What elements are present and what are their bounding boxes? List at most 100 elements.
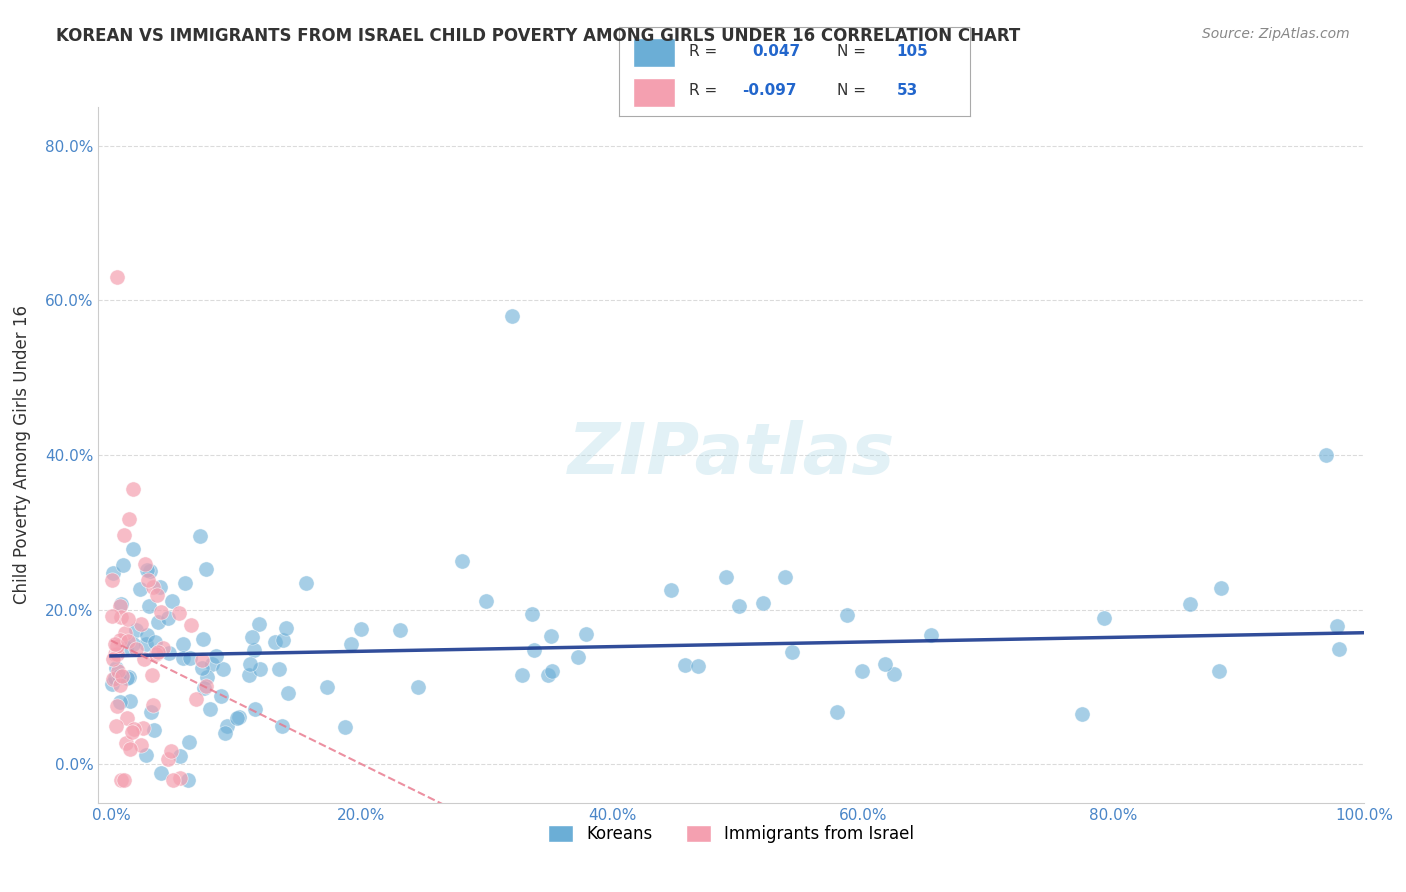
Point bbox=[567, 650, 589, 665]
Point bbox=[773, 570, 796, 584]
Point bbox=[104, 637, 127, 651]
Point bbox=[728, 599, 751, 614]
Point bbox=[179, 734, 201, 748]
Point bbox=[450, 554, 472, 568]
Point bbox=[264, 634, 287, 648]
Point bbox=[1209, 582, 1232, 596]
Point bbox=[142, 580, 165, 594]
Point bbox=[101, 566, 124, 580]
Point bbox=[238, 668, 260, 682]
Point bbox=[149, 765, 172, 780]
Bar bbox=[633, 38, 675, 67]
Point bbox=[110, 597, 132, 611]
Point bbox=[105, 648, 128, 662]
Point bbox=[105, 639, 128, 653]
Point bbox=[875, 657, 897, 672]
Point bbox=[136, 574, 159, 588]
Point bbox=[1071, 706, 1094, 721]
Point bbox=[200, 657, 222, 672]
Point bbox=[139, 564, 162, 578]
Point bbox=[752, 596, 775, 610]
Point bbox=[173, 576, 195, 591]
Point bbox=[883, 666, 905, 681]
Y-axis label: Child Poverty Among Girls Under 16: Child Poverty Among Girls Under 16 bbox=[13, 305, 31, 605]
Point bbox=[537, 668, 560, 682]
Point bbox=[162, 772, 184, 787]
Point bbox=[134, 558, 156, 572]
Point bbox=[920, 628, 942, 642]
Point bbox=[212, 662, 235, 676]
Point bbox=[180, 618, 202, 632]
Point bbox=[138, 599, 160, 614]
Point bbox=[146, 588, 169, 602]
Point bbox=[105, 270, 128, 285]
Point bbox=[101, 573, 124, 587]
Point bbox=[191, 653, 214, 667]
Point bbox=[276, 622, 298, 636]
Point bbox=[169, 771, 191, 785]
Point bbox=[716, 569, 738, 583]
Point bbox=[835, 608, 858, 623]
Bar bbox=[633, 78, 675, 107]
Point bbox=[104, 671, 127, 685]
Point bbox=[780, 646, 803, 660]
Text: -0.097: -0.097 bbox=[742, 84, 796, 98]
Point bbox=[108, 669, 131, 683]
Point bbox=[160, 594, 183, 608]
Point bbox=[406, 681, 429, 695]
Point bbox=[239, 657, 262, 671]
Point bbox=[117, 633, 139, 648]
Point bbox=[247, 616, 270, 631]
Point bbox=[215, 719, 238, 733]
Point bbox=[195, 670, 218, 684]
Point bbox=[108, 599, 131, 613]
Point bbox=[1092, 610, 1115, 624]
Point bbox=[540, 629, 562, 643]
Text: N =: N = bbox=[837, 45, 866, 59]
Point bbox=[157, 752, 180, 766]
Point bbox=[112, 558, 135, 572]
Point bbox=[191, 661, 214, 675]
Point bbox=[176, 772, 198, 787]
Point bbox=[150, 605, 173, 619]
Point bbox=[474, 593, 496, 607]
Point bbox=[125, 623, 148, 637]
Point bbox=[129, 738, 152, 752]
Point bbox=[122, 542, 145, 557]
Point bbox=[141, 668, 163, 682]
Point bbox=[101, 609, 124, 624]
Point bbox=[152, 640, 174, 655]
Point bbox=[122, 482, 145, 496]
Point bbox=[333, 720, 356, 734]
Point bbox=[118, 694, 141, 708]
Legend: Koreans, Immigrants from Israel: Koreans, Immigrants from Israel bbox=[541, 819, 921, 850]
Point bbox=[160, 744, 183, 758]
Text: 0.047: 0.047 bbox=[752, 45, 800, 59]
Point bbox=[115, 711, 138, 725]
Point bbox=[273, 632, 295, 647]
Point bbox=[205, 648, 228, 663]
Point bbox=[103, 652, 125, 666]
Point bbox=[172, 637, 194, 651]
Point bbox=[104, 719, 127, 733]
Point bbox=[107, 665, 129, 679]
Point bbox=[136, 563, 159, 577]
Point bbox=[267, 662, 290, 676]
Point bbox=[118, 670, 141, 684]
Point bbox=[225, 711, 247, 725]
Point bbox=[110, 678, 132, 692]
Point bbox=[240, 630, 263, 644]
Point bbox=[135, 637, 157, 651]
Text: ZIPatlas: ZIPatlas bbox=[568, 420, 894, 490]
Point bbox=[194, 679, 217, 693]
Point bbox=[501, 309, 523, 323]
Point bbox=[1208, 664, 1230, 678]
Point bbox=[112, 772, 135, 787]
Point bbox=[110, 695, 132, 709]
Point bbox=[1315, 448, 1337, 462]
Point bbox=[132, 722, 155, 736]
Point bbox=[143, 723, 166, 738]
Point bbox=[141, 705, 163, 719]
Point bbox=[673, 658, 696, 673]
Text: 53: 53 bbox=[897, 84, 918, 98]
